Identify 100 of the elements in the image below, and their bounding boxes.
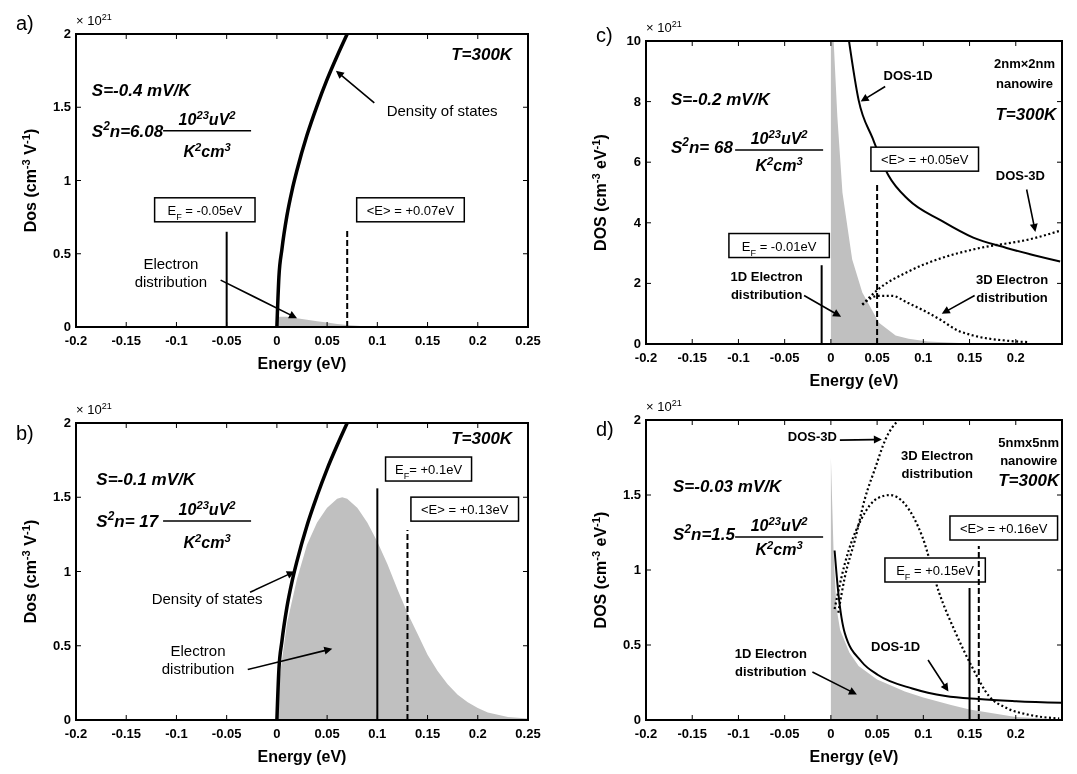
x-tick-label: 0.25 [515, 726, 541, 741]
annotation: Density of states [386, 102, 498, 120]
x-tick-label: 0.15 [956, 350, 983, 365]
annotation: DOS-1D [883, 68, 933, 84]
x-axis-title: Energy (eV) [257, 748, 347, 765]
x-tick-label: -0.1 [165, 726, 188, 741]
annotation: S$^{2}$n=6.08 [91, 118, 164, 141]
ref-line-label: <E> = +0.13eV [420, 502, 509, 518]
annotation: nanowire [996, 75, 1054, 91]
x-tick-label: 0 [273, 333, 281, 348]
x-tick-label: 0 [273, 726, 281, 741]
chart-title: d) [596, 418, 614, 440]
y-tick-label: 0.5 [52, 637, 71, 653]
x-tick-label: 0.05 [314, 726, 340, 741]
y-tick-label: 0.5 [52, 245, 71, 261]
annotation: T=300K [451, 428, 514, 448]
annotation: 1D Electron distribution [730, 269, 803, 303]
x-tick-label: -0.2 [634, 350, 658, 365]
ref-line-label: E$_{F}$ = +0.15eV [896, 563, 975, 582]
x-tick-label: 0.05 [314, 333, 340, 348]
y-tick-label: 1.5 [52, 99, 71, 115]
y-tick-label: 1 [63, 172, 71, 188]
annotation: S$^{2}$n= 68 [670, 135, 734, 158]
x-tick-label: 0.15 [414, 333, 441, 348]
x-tick-label: -0.1 [165, 333, 188, 348]
x-axis-title: Energy (eV) [809, 748, 899, 765]
annotation: 10$^{23}$uV$^{2}$ [178, 108, 237, 128]
annotation: 2nm×2nm [994, 56, 1056, 72]
annotation: S$^{2}$n= 17 [96, 508, 160, 531]
x-axis-title: Energy (eV) [809, 372, 899, 389]
x-tick-label: -0.05 [211, 333, 242, 348]
x-tick-label: -0.2 [64, 333, 88, 348]
x-tick-label: 0.15 [414, 726, 441, 741]
x-tick-label: 0.05 [864, 726, 890, 741]
x-tick-label: -0.05 [211, 726, 242, 741]
annotation: 3D Electron distribution [901, 448, 974, 481]
annotation: T=300K [451, 45, 514, 65]
x-tick-label: 0 [827, 726, 835, 741]
y-tick-label: 0.5 [622, 637, 641, 652]
x-tick-label: -0.1 [727, 350, 750, 365]
annotation: 1D Electron distribution [734, 646, 807, 679]
ref-line-label: E$_{F}$ = -0.05eV [167, 202, 243, 222]
y-tick-label: 10 [626, 33, 641, 48]
y-tick-label: 0 [633, 712, 641, 727]
annotation: DOS-3D [787, 429, 837, 444]
annotation: 10$^{23}$uV$^{2}$ [178, 499, 237, 519]
x-tick-label: 0.15 [956, 726, 983, 741]
annotation: S=-0.1 mV/K [96, 470, 197, 490]
annotation: K$^{2}$cm$^{3}$ [755, 155, 804, 175]
ref-line-label: <E> = +0.05eV [880, 152, 969, 168]
annotation: S$^{2}$n=1.5 [673, 522, 736, 544]
annotation: nanowire [1000, 453, 1058, 468]
text: × 10$^{21}$ [646, 398, 682, 414]
x-tick-label: 0.1 [914, 350, 933, 365]
annotation: T=300K [995, 104, 1059, 124]
x-tick-label: -0.1 [727, 726, 750, 741]
annotation: S=-0.2 mV/K [670, 89, 772, 109]
ref-line-label: <E> = +0.16eV [960, 521, 1048, 536]
chart-title: b) [16, 422, 34, 444]
annotation: K$^{2}$cm$^{3}$ [183, 531, 232, 551]
annotation: DOS-3D [995, 168, 1045, 184]
x-tick-label: -0.05 [769, 726, 800, 741]
y-tick-label: 1.5 [622, 487, 641, 502]
text: × 10$^{21}$ [76, 401, 112, 418]
y-tick-label: 8 [633, 93, 641, 109]
annotation: K$^{2}$cm$^{3}$ [755, 539, 804, 558]
ref-line-label: E$_{F}$ = -0.01eV [741, 238, 817, 258]
annotation: Density of states [151, 590, 263, 608]
x-tick-label: -0.05 [769, 350, 800, 365]
x-tick-label: 0.1 [914, 726, 933, 741]
ref-line-label: E$_{F}$= +0.1eV [395, 462, 463, 482]
y-tick-label: 2 [633, 412, 641, 427]
text: × 10$^{21}$ [646, 18, 682, 35]
y-tick-label: 2 [63, 26, 71, 41]
y-tick-label: 1 [633, 562, 641, 577]
y-tick-label: 2 [633, 275, 641, 291]
y-tick-label: 0 [63, 712, 71, 727]
x-tick-label: 0.2 [468, 333, 487, 348]
text: × 10$^{21}$ [76, 12, 112, 29]
x-tick-label: -0.2 [64, 726, 88, 741]
x-tick-label: 0.1 [368, 726, 387, 741]
y-tick-label: 6 [633, 154, 641, 170]
x-axis-title: Energy (eV) [257, 355, 347, 372]
x-tick-label: -0.15 [111, 333, 142, 348]
annotation: S=-0.03 mV/K [673, 477, 783, 496]
x-tick-label: -0.15 [677, 350, 708, 365]
x-tick-label: 0.2 [1006, 726, 1025, 741]
y-tick-label: 0 [63, 319, 71, 334]
x-tick-label: 0.2 [468, 726, 487, 741]
x-tick-label: -0.15 [677, 726, 708, 741]
annotation: 10$^{23}$uV$^{2}$ [750, 515, 809, 534]
y-tick-label: 4 [633, 214, 642, 230]
annotation: 10$^{23}$uV$^{2}$ [750, 128, 809, 148]
x-tick-label: -0.15 [111, 726, 142, 741]
x-tick-label: 0.25 [515, 333, 541, 348]
ref-line-label: <E> = +0.07eV [366, 202, 455, 218]
chart-title: c) [596, 24, 613, 46]
x-tick-label: 0.2 [1006, 350, 1025, 365]
annotation: 3D Electron distribution [975, 272, 1049, 306]
x-tick-label: -0.2 [634, 726, 658, 741]
